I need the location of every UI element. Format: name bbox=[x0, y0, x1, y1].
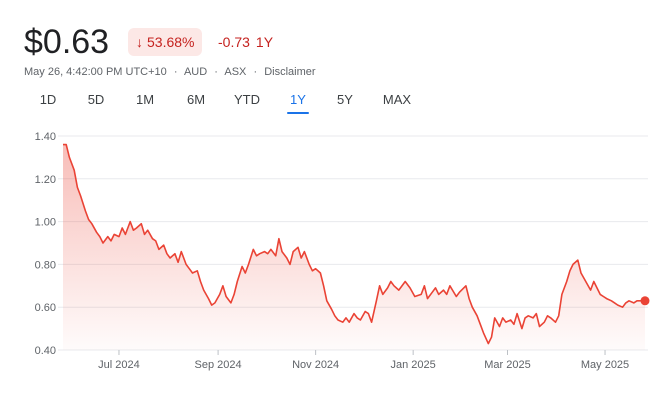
range-tab-5y[interactable]: 5Y bbox=[337, 92, 353, 107]
x-tick-label: Jul 2024 bbox=[98, 359, 140, 371]
x-tick-label: May 2025 bbox=[581, 359, 629, 371]
y-tick-label: 1.40 bbox=[35, 131, 56, 143]
y-tick-label: 0.80 bbox=[35, 259, 56, 271]
percent-change-badge: ↓ 53.68% bbox=[128, 28, 203, 56]
range-tab-1m[interactable]: 1M bbox=[135, 92, 155, 107]
y-tick-label: 1.20 bbox=[35, 174, 56, 186]
price-line bbox=[63, 143, 645, 345]
y-tick-label: 1.00 bbox=[35, 217, 56, 229]
quote-exchange: ASX bbox=[224, 66, 247, 78]
x-tick-label: Mar 2025 bbox=[484, 359, 530, 371]
arrow-down-icon: ↓ bbox=[136, 34, 143, 50]
range-tab-6m[interactable]: 6M bbox=[186, 92, 206, 107]
disclaimer-link[interactable]: Disclaimer bbox=[264, 66, 316, 78]
meta-separator: · bbox=[173, 66, 178, 78]
meta-separator: · bbox=[214, 66, 218, 78]
y-tick-label: 0.60 bbox=[35, 302, 56, 314]
x-axis: Jul 2024 Sep 2024 Nov 2024 Jan 2025 Mar 2025… bbox=[98, 350, 629, 371]
range-tab-ytd[interactable]: YTD bbox=[234, 92, 260, 107]
percent-change-value: 53.68% bbox=[147, 34, 195, 50]
current-price: $0.63 bbox=[24, 23, 110, 61]
absolute-change: -0.73 1Y bbox=[218, 28, 273, 56]
x-tick-label: Jan 2025 bbox=[391, 359, 436, 371]
range-tab-max[interactable]: MAX bbox=[382, 92, 412, 107]
change-period: 1Y bbox=[255, 34, 274, 50]
current-price-marker bbox=[640, 296, 650, 306]
price-chart[interactable]: 1.40 1.20 1.00 0.80 0.60 0.40 Jul 2024 Sep 202… bbox=[0, 118, 672, 400]
x-tick-label: Nov 2024 bbox=[292, 359, 339, 371]
x-tick-label: Sep 2024 bbox=[195, 359, 242, 371]
y-axis: 1.40 1.20 1.00 0.80 0.60 0.40 bbox=[35, 131, 56, 357]
quote-datetime: May 26, 4:42:00 PM UTC+10 bbox=[24, 66, 167, 78]
y-tick-label: 0.40 bbox=[35, 345, 56, 357]
range-tab-1d[interactable]: 1D bbox=[39, 92, 57, 107]
quote-currency: AUD bbox=[183, 66, 208, 78]
range-tab-5d[interactable]: 5D bbox=[87, 92, 105, 107]
meta-separator: · bbox=[253, 66, 258, 78]
range-tab-1y[interactable]: 1Y bbox=[287, 88, 309, 114]
quote-meta: May 26, 4:42:00 PM UTC+10 · AUD · ASX · … bbox=[24, 66, 316, 78]
absolute-change-value: -0.73 bbox=[218, 34, 250, 50]
